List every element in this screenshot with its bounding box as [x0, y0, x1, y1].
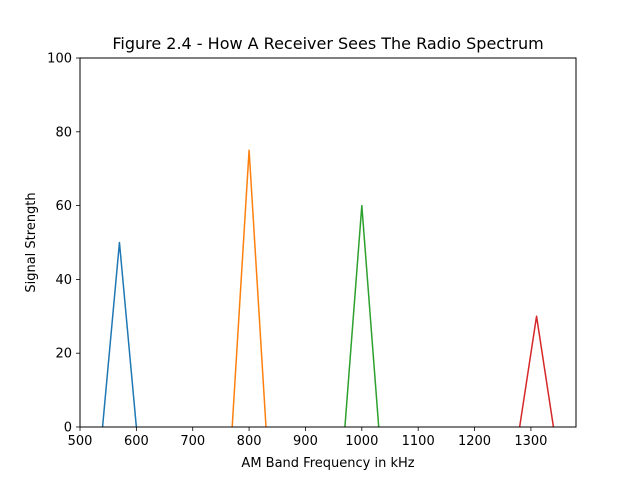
y-axis-label: Signal Strength: [24, 192, 39, 292]
series-line-2: [231, 149, 267, 428]
x-tick-label: 700: [180, 434, 205, 449]
x-axis-label: AM Band Frequency in kHz: [241, 456, 414, 471]
x-tick-label: 500: [68, 434, 93, 449]
y-axis: 0 20 40 60 80 100: [47, 52, 80, 436]
y-tick-label: 20: [55, 347, 72, 362]
x-tick-label: 1000: [345, 434, 378, 449]
x-tick-label: 800: [237, 434, 262, 449]
x-tick-label: 1200: [458, 434, 491, 449]
series-line-3: [344, 204, 380, 428]
plot-series-group: [101, 149, 555, 428]
series-line-4: [518, 315, 555, 428]
x-axis: 500 600 700 800 900 1000 1100 1200 1300: [68, 427, 547, 449]
chart-title: Figure 2.4 - How A Receiver Sees The Rad…: [112, 34, 543, 53]
x-tick-label: 1300: [514, 434, 547, 449]
y-tick-label: 40: [55, 273, 72, 288]
x-tick-label: 900: [293, 434, 318, 449]
x-tick-label: 1100: [402, 434, 435, 449]
y-tick-label: 60: [55, 199, 72, 214]
y-tick-label: 80: [55, 125, 72, 140]
series-line-1: [101, 241, 138, 428]
y-tick-label: 0: [64, 421, 72, 436]
x-tick-label: 600: [124, 434, 149, 449]
y-tick-label: 100: [47, 52, 72, 67]
plot-frame: [79, 57, 577, 428]
